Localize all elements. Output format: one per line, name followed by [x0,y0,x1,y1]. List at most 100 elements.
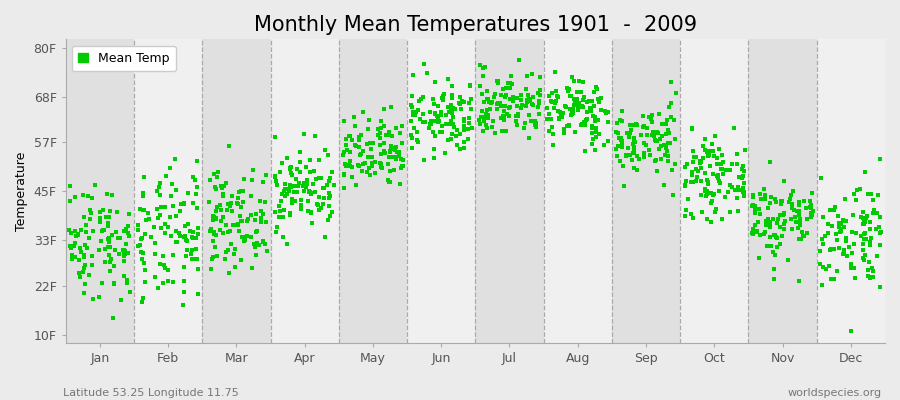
Point [520,97,535,104]
Point [422,125,436,131]
Point [231,222,246,228]
Text: worldspecies.org: worldspecies.org [788,388,882,398]
Point [158,221,173,227]
Point [436,97,450,103]
Point [509,95,524,101]
Point [482,99,497,105]
Point [540,116,554,122]
Point [168,187,183,194]
Point [626,145,641,152]
Point [863,242,878,248]
Point [533,73,547,80]
Point [151,214,166,221]
Point [189,157,203,164]
Point [615,108,629,114]
Point [730,195,744,202]
Point [500,92,514,98]
Point [185,233,200,240]
Point [848,274,862,281]
Point [191,266,205,272]
Point [206,254,220,260]
Point [867,206,881,213]
Point [157,280,171,286]
Point [764,242,778,249]
Point [804,212,818,218]
Point [306,181,320,187]
Point [483,100,498,106]
Point [234,218,248,224]
Point [838,196,852,202]
Bar [271,39,338,343]
Point [858,219,872,225]
Point [206,217,220,223]
Point [630,153,644,160]
Point [768,196,782,202]
Point [254,208,268,214]
Point [267,208,282,215]
Point [118,248,132,254]
Point [770,220,784,226]
Point [389,125,403,131]
Point [122,210,136,217]
Point [548,100,562,107]
Point [678,181,692,188]
Point [284,164,298,170]
Point [725,184,740,190]
Point [777,178,791,185]
Point [230,221,244,228]
Point [299,164,313,170]
Point [858,169,872,175]
Point [750,228,764,234]
Point [119,241,133,248]
Point [395,163,410,170]
Point [224,241,238,247]
Point [485,124,500,131]
Point [737,188,751,195]
Point [773,212,788,219]
Point [148,251,162,257]
Point [648,137,662,143]
Point [654,143,669,150]
Point [382,128,396,135]
Point [735,189,750,196]
Point [248,229,263,236]
Point [752,211,767,218]
Point [275,234,290,240]
Point [117,253,131,260]
Point [415,93,429,100]
Point [456,126,471,133]
Point [785,226,799,233]
Point [191,291,205,297]
Point [337,148,351,155]
Point [872,283,886,290]
Point [433,129,447,135]
Point [669,161,683,168]
Point [684,211,698,218]
Point [611,130,625,136]
Point [384,104,399,110]
Point [564,112,579,119]
Point [361,154,375,160]
Point [813,248,827,254]
Point [533,92,547,98]
Point [74,226,88,233]
Point [831,237,845,243]
Point [71,230,86,237]
Point [308,189,322,195]
Point [79,229,94,235]
Point [787,187,801,194]
Point [456,122,471,129]
Point [153,192,167,198]
Point [735,173,750,179]
Point [382,148,397,155]
Point [511,57,526,64]
Point [544,90,559,96]
Point [511,110,526,117]
Point [392,149,407,155]
Point [637,154,652,160]
Point [567,128,581,135]
Point [191,225,205,231]
Point [381,161,395,167]
Point [382,168,397,174]
Point [782,199,796,205]
